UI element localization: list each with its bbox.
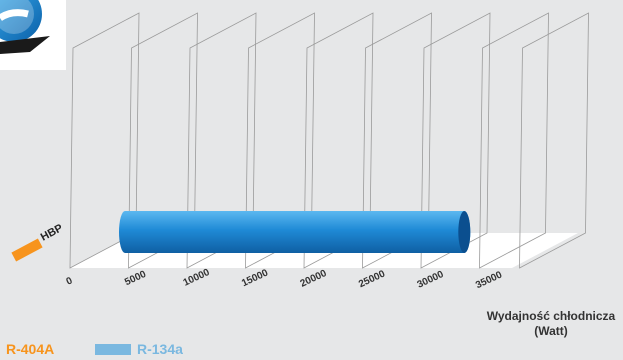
legend-item-r404a: R-404A	[6, 339, 54, 359]
x-tick-label: 35000	[474, 269, 504, 291]
x-axis-title-line1: Wydajność chłodnicza	[486, 309, 616, 323]
x-axis-title: Wydajność chłodnicza (Watt)	[476, 309, 623, 339]
grid-plane	[479, 12, 549, 269]
x-tick-label: 15000	[240, 267, 270, 289]
bar-hbp-series-1	[119, 211, 471, 253]
grid-plane	[69, 12, 140, 269]
category-label: HBP	[39, 222, 65, 244]
grid-plane	[519, 12, 589, 269]
x-tick-label: 5000	[123, 269, 148, 289]
legend-swatch-r134a	[95, 343, 131, 355]
legend-label-r404a: R-404A	[6, 341, 55, 357]
x-tick-label: 25000	[357, 268, 387, 290]
category-markers: HBP	[11, 222, 65, 262]
category-marker-swatch	[11, 238, 43, 262]
legend-item-r134a: R-134a	[95, 339, 183, 359]
brand-logo	[0, 0, 66, 70]
x-ticks: 0 5000 10000 15000 20000 25000 30000 35000	[65, 267, 505, 291]
legend-label-r134a: R-134a	[137, 341, 183, 357]
x-tick-label: 0	[65, 275, 75, 288]
bars	[119, 211, 471, 253]
x-tick-label: 20000	[299, 268, 329, 290]
category-marker-hbp: HBP	[11, 222, 65, 262]
x-tick-label: 10000	[182, 267, 212, 289]
x-axis-title-line2: (Watt)	[534, 324, 568, 338]
x-tick-label: 30000	[416, 269, 446, 291]
